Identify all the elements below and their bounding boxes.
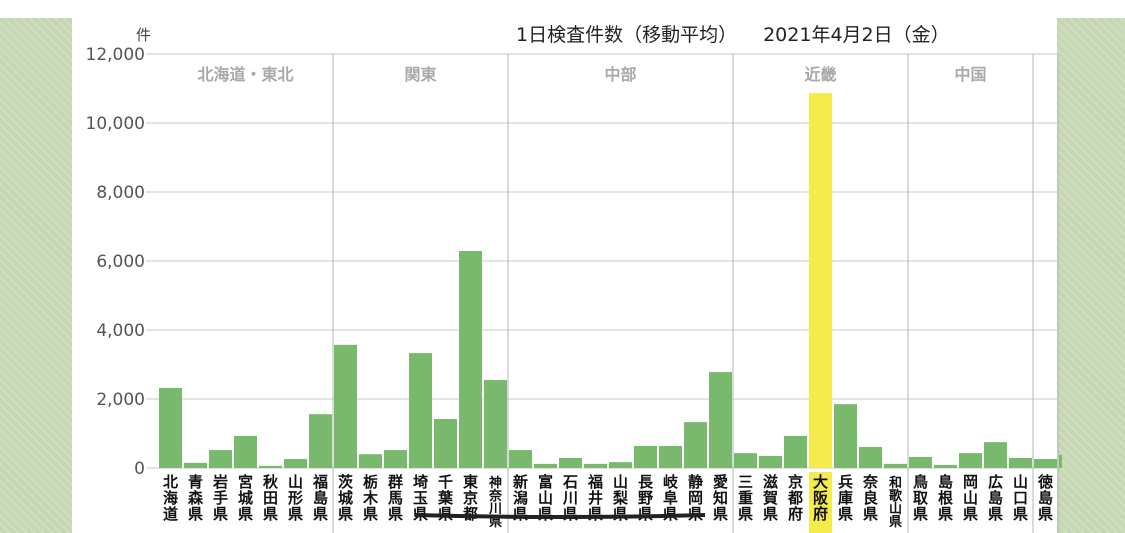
x-tick-label: 岡山県 xyxy=(963,473,978,523)
chart-title: 1日検査件数（移動平均） xyxy=(516,24,738,46)
bar-東京都 xyxy=(459,250,482,468)
x-tick-label: 愛知県 xyxy=(713,473,728,523)
bar-栃木県 xyxy=(359,454,382,468)
bar-長野県 xyxy=(634,445,657,468)
x-tick-label: 千葉県 xyxy=(437,473,454,523)
bar-広島県 xyxy=(984,442,1007,468)
bar-奈良県 xyxy=(859,446,882,468)
x-tick-label: 兵庫県 xyxy=(838,473,853,523)
x-tick-label: 和歌山県 xyxy=(889,475,903,530)
bar-鳥取県 xyxy=(909,456,932,468)
bar-山口県 xyxy=(1009,457,1032,468)
bar-徳島県 xyxy=(1034,459,1057,468)
x-tick-label: 島根県 xyxy=(938,473,953,523)
bar-三重県 xyxy=(734,453,757,468)
bar-北海道 xyxy=(159,387,182,468)
y-tick-label: 12,000 xyxy=(86,45,145,65)
bar-宮城県 xyxy=(234,435,257,468)
y-tick-label: 6,000 xyxy=(96,252,145,272)
y-tick-label: 2,000 xyxy=(96,390,145,410)
y-tick-label: 0 xyxy=(134,459,145,479)
x-tick-label: 山形県 xyxy=(288,473,303,523)
bar-群馬県 xyxy=(384,450,407,468)
x-tick-label: 神奈川県 xyxy=(488,475,503,530)
bar-和歌山県 xyxy=(884,463,907,468)
bar-富山県 xyxy=(534,463,557,468)
bar-千葉県 xyxy=(434,419,457,468)
region-label: 中部 xyxy=(604,65,636,84)
x-tick-label: 長野県 xyxy=(638,473,654,523)
bar-秋田県 xyxy=(259,465,282,468)
highlight-label-bg xyxy=(809,472,832,533)
bar-愛知県 xyxy=(709,372,732,468)
bar-京都府 xyxy=(784,435,807,468)
bar-岡山県 xyxy=(959,453,982,468)
x-tick-label: 秋田県 xyxy=(263,473,279,523)
bar-山形県 xyxy=(284,459,307,468)
x-tick-label: 宮城県 xyxy=(238,473,253,523)
bar-新潟県 xyxy=(509,450,532,468)
bar-埼玉県 xyxy=(409,353,432,468)
bar-石川県 xyxy=(559,457,582,468)
region-label: 中国 xyxy=(954,65,986,84)
bar-神奈川県 xyxy=(484,380,507,468)
x-tick-label: 奈良県 xyxy=(862,473,879,523)
chart-title-bar: 1日検査件数（移動平均） 2021年4月2日（金） xyxy=(516,20,976,47)
x-tick-label: 山口県 xyxy=(1013,473,1028,523)
y-tick-label: 4,000 xyxy=(96,321,145,341)
x-tick-label: 福島県 xyxy=(312,473,328,523)
bar-大阪府 xyxy=(809,92,832,469)
bar-岐阜県 xyxy=(659,445,682,468)
x-tick-label: 東京都 xyxy=(462,473,478,523)
bar-青森県 xyxy=(184,462,207,468)
region-label: 北海道・東北 xyxy=(197,65,293,84)
x-tick-label: 滋賀県 xyxy=(762,473,778,523)
chart-date: 2021年4月2日（金） xyxy=(763,24,950,46)
x-tick-label: 三重県 xyxy=(738,473,753,523)
bar-岩手県 xyxy=(209,450,232,468)
bar-静岡県 xyxy=(684,422,707,468)
scribble-mark xyxy=(414,513,706,519)
x-tick-label: 茨城県 xyxy=(338,473,353,523)
x-tick-label: 岩手県 xyxy=(212,473,228,523)
region-label: 関東 xyxy=(404,65,436,84)
left-background-panel xyxy=(0,18,72,533)
bar-福島県 xyxy=(309,414,332,468)
x-tick-label: 青森県 xyxy=(188,473,204,523)
right-background-panel xyxy=(1057,18,1125,533)
bar-茨城県 xyxy=(334,344,357,468)
bar-福井県 xyxy=(584,463,607,468)
x-tick-label: 京都府 xyxy=(787,473,803,523)
bar-島根県 xyxy=(934,464,957,468)
bar-山梨県 xyxy=(609,462,632,468)
x-tick-label: 鳥取県 xyxy=(913,473,929,523)
region-label: 近畿 xyxy=(804,65,836,84)
y-tick-label: 10,000 xyxy=(86,114,145,134)
bar-兵庫県 xyxy=(834,404,857,468)
x-tick-label: 徳島県 xyxy=(1037,473,1053,523)
x-tick-label: 栃木県 xyxy=(362,473,379,523)
y-axis-unit: 件 xyxy=(136,26,152,44)
bar-partial xyxy=(1059,454,1062,468)
x-tick-label: 広島県 xyxy=(988,473,1003,523)
x-tick-label: 北海道 xyxy=(163,473,178,523)
bar-滋賀県 xyxy=(759,455,782,468)
x-tick-label: 群馬県 xyxy=(388,473,403,523)
y-tick-label: 8,000 xyxy=(96,183,145,203)
x-tick-label: 大阪府 xyxy=(813,473,829,523)
